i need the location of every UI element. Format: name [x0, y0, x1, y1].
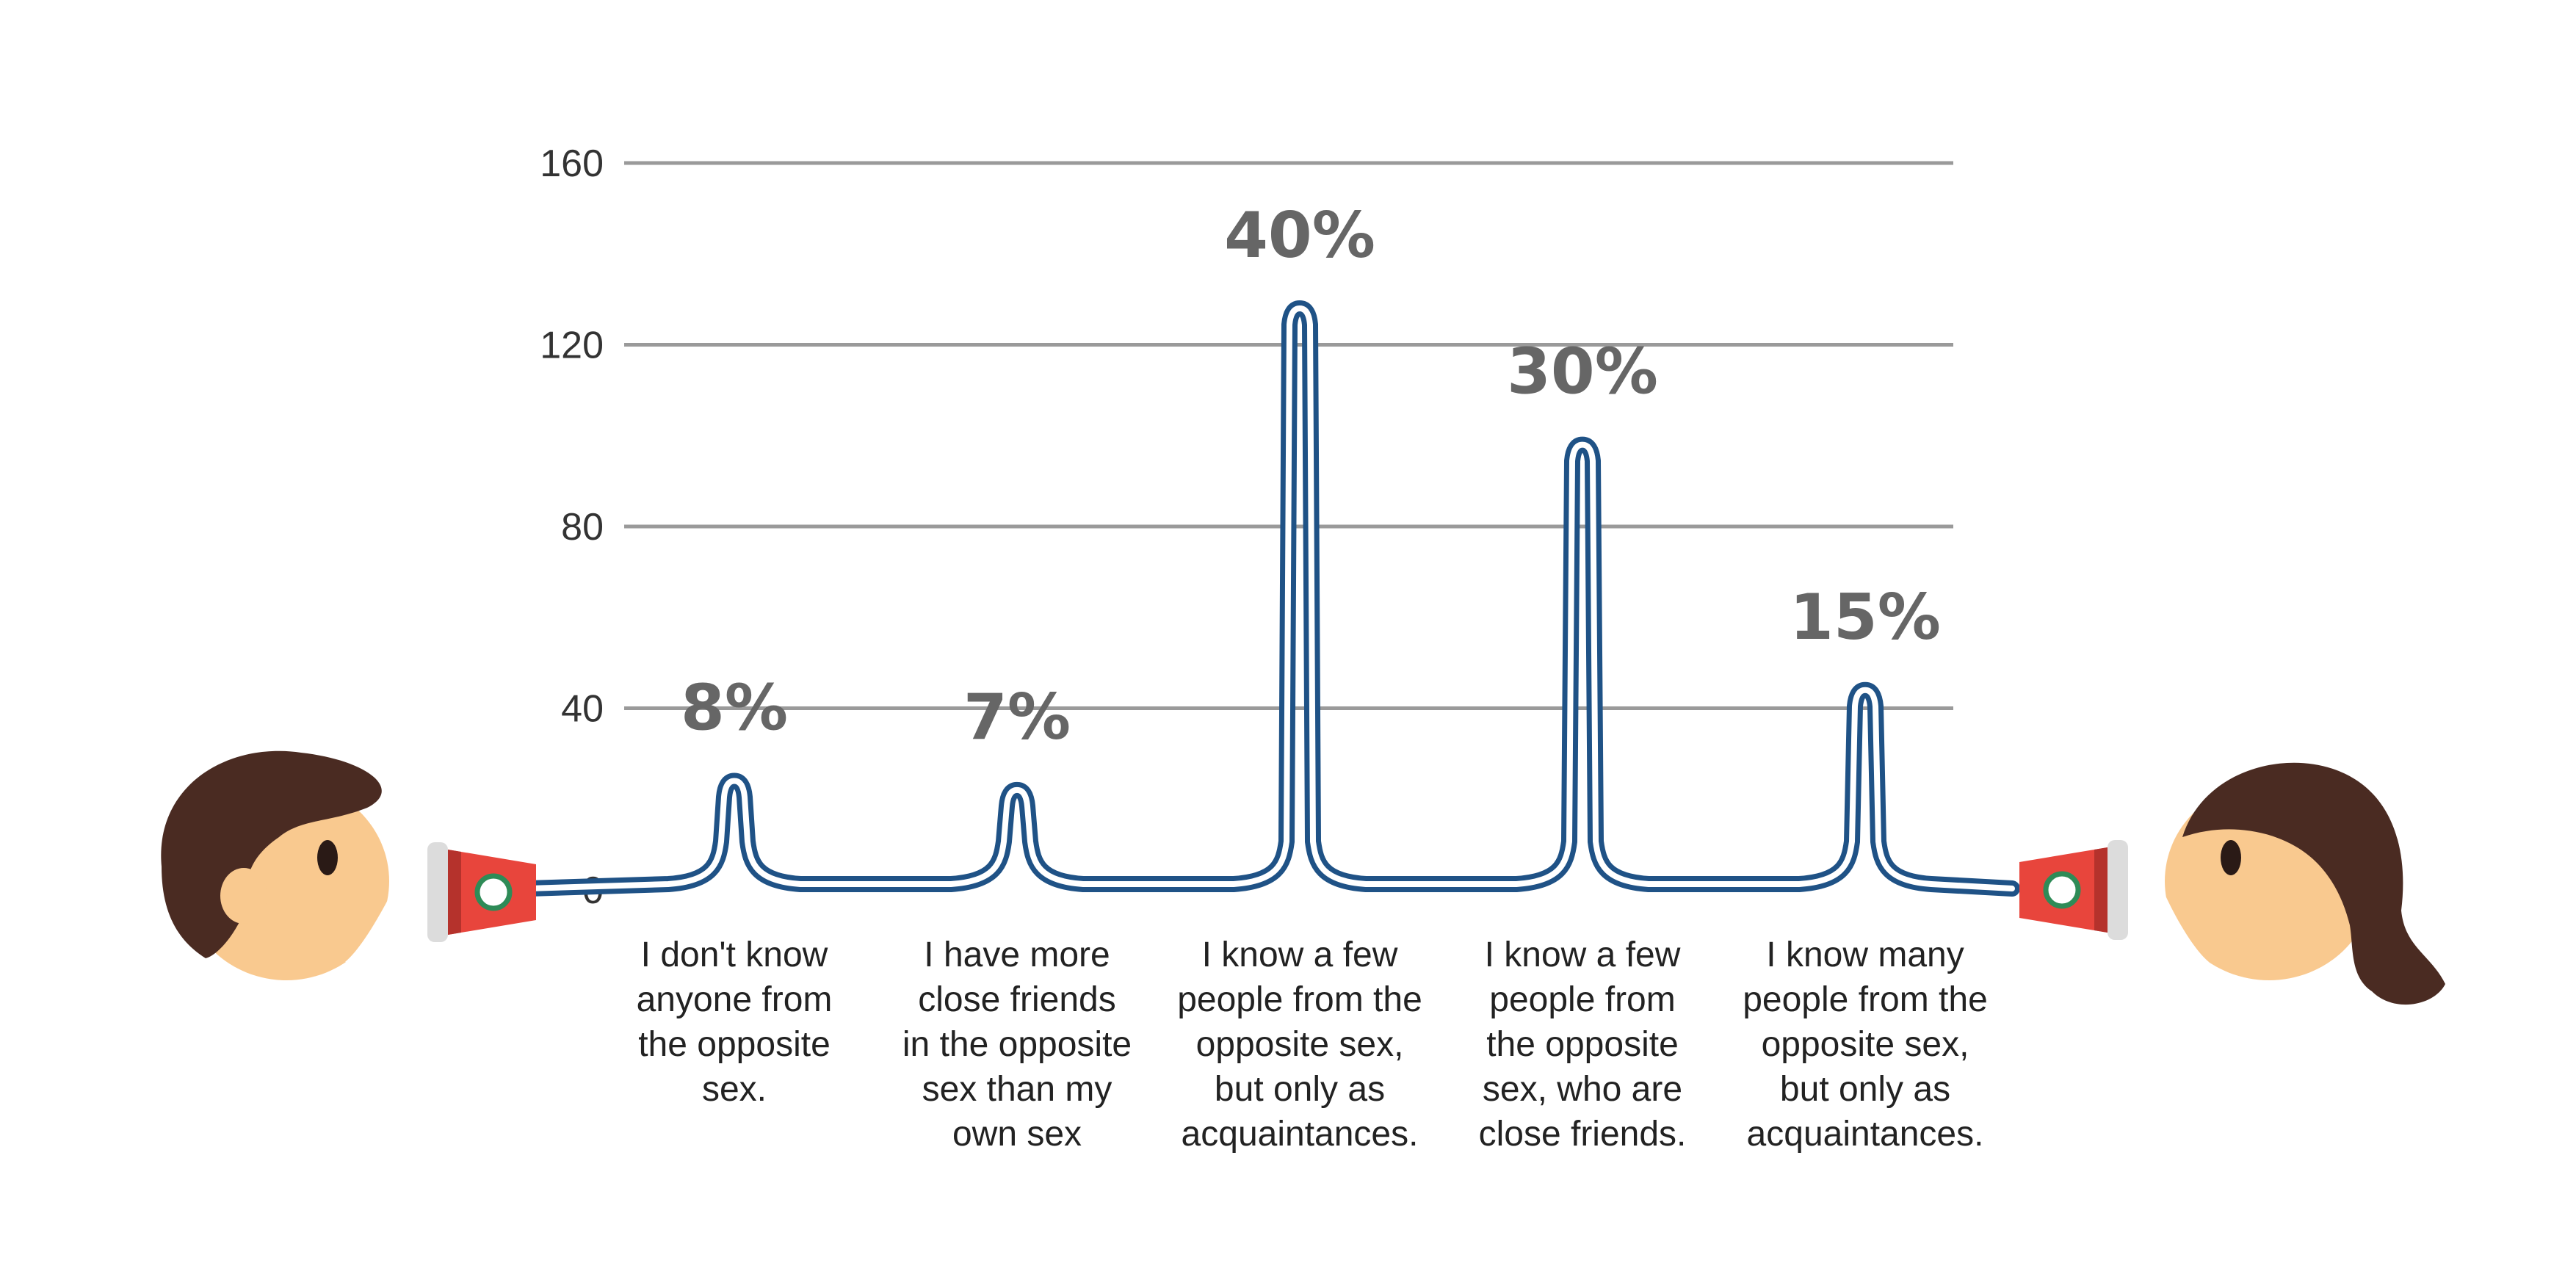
x-tick-label: I don't know anyone from the opposite sex. [637, 936, 833, 1109]
data-label: 8% [681, 672, 788, 745]
data-label: 7% [963, 681, 1071, 754]
y-tick-label: 120 [540, 325, 604, 367]
data-label: 30% [1507, 336, 1658, 409]
data-label: 40% [1224, 199, 1375, 272]
data-label: 15% [1790, 581, 1941, 654]
y-tick-label: 160 [540, 142, 604, 185]
y-tick-label: 80 [561, 506, 604, 549]
x-tick-label: I know a few people from the opposite sex,… [1177, 936, 1422, 1154]
data-labels: 8% 7% 40% 30% 15% [681, 199, 1941, 754]
data-points [734, 308, 1865, 790]
series-line-group [521, 300, 2020, 897]
x-tick-label: I know a few people from the opposite sex, … [1479, 936, 1687, 1154]
girl-head-icon [2159, 762, 2445, 1005]
x-tick-label: I have more close friends in the opposite s… [902, 936, 1132, 1154]
y-tick-label: 40 [561, 688, 604, 731]
tin-can-phone-icon [2019, 840, 2128, 940]
series-line-highlight [526, 305, 2015, 891]
boy-head-icon [161, 750, 397, 980]
x-tick-label: I know many people from the opposite sex, b… [1743, 936, 1988, 1154]
x-axis-labels: I don't know anyone from the opposite sex. I… [637, 936, 1988, 1154]
tin-can-phone-icon [427, 842, 536, 942]
